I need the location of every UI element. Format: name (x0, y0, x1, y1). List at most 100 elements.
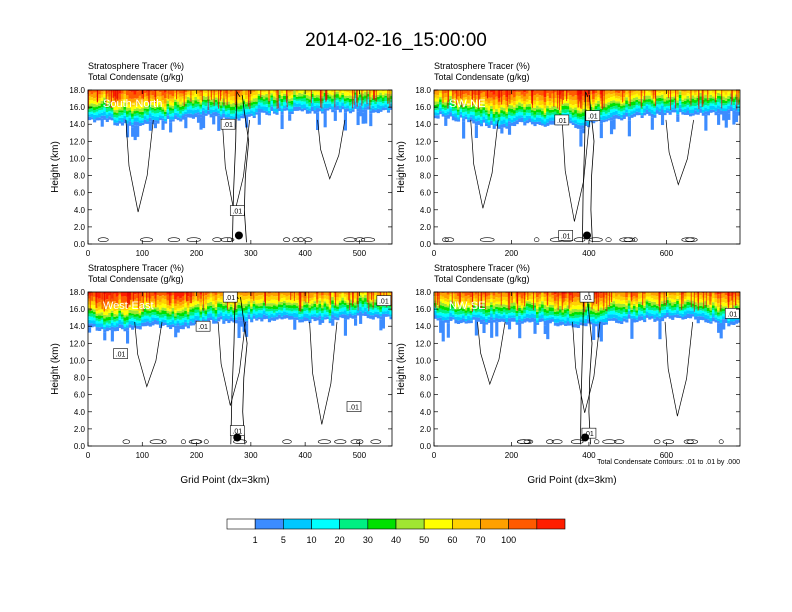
tracer-cell (267, 293, 271, 297)
tracer-cell (164, 304, 168, 309)
tracer-cell (328, 103, 332, 108)
tracer-cell (288, 109, 292, 112)
tracer-cell (607, 102, 611, 106)
tracer-cell (138, 315, 142, 319)
tracer-cell (186, 316, 190, 320)
tracer-cell (126, 111, 130, 115)
tracer-cell (485, 302, 489, 306)
tracer-cell (176, 300, 180, 305)
tracer-cell (310, 310, 315, 315)
tracer-cell (683, 307, 688, 310)
tracer-cell (262, 300, 266, 303)
tracer-cell (219, 91, 223, 97)
tracer-cell (158, 314, 163, 318)
tracer-cell (196, 112, 201, 115)
tracer-cell (683, 106, 688, 109)
tracer-cell (609, 314, 614, 319)
tracer-cell (191, 114, 195, 119)
tracer-cell (732, 110, 736, 115)
tracer-cell (666, 297, 670, 301)
tracer-cell (462, 311, 466, 314)
tracer-cell (128, 319, 132, 322)
tracer-cell (510, 308, 514, 313)
tracer-cell (612, 100, 616, 103)
tracer-cell (643, 315, 647, 320)
tracer-cell (439, 305, 443, 309)
tracer-streak (644, 90, 646, 101)
tracer-cell (308, 102, 312, 107)
tracer-cell (732, 98, 736, 103)
tracer-cell (166, 310, 170, 314)
tracer-cell (722, 96, 726, 100)
tracer-cell (108, 327, 112, 331)
tracer-cell (166, 307, 170, 311)
tracer-cell (354, 98, 358, 102)
tracer-cell (436, 98, 440, 102)
condensate-contour (533, 237, 540, 243)
tracer-cell (655, 296, 659, 300)
tracer-cell (189, 309, 193, 312)
tracer-cell (513, 292, 517, 294)
tracer-cell (469, 114, 473, 118)
tracer-cell (462, 97, 466, 101)
tracer-cell (105, 106, 109, 109)
tracer-cell (247, 306, 251, 309)
y-tick-label: 2.0 (74, 223, 86, 232)
tracer-cell (592, 93, 596, 100)
tracer-cell (436, 308, 440, 311)
tracer-cell (283, 308, 287, 312)
tracer-cell (597, 320, 601, 324)
tracer-cell (202, 309, 206, 314)
tracer-cell (219, 116, 223, 120)
tracer-streak (234, 90, 236, 106)
tracer-cell (576, 110, 580, 114)
tracer-cell (128, 90, 132, 92)
tracer-cell (446, 111, 450, 115)
tracer-cell (648, 296, 652, 301)
tracer-cell (295, 313, 299, 318)
tracer-cell (627, 112, 631, 117)
tracer-cell (128, 104, 132, 109)
y-tick-label: 8.0 (74, 172, 86, 181)
tracer-cell (146, 121, 150, 124)
tracer-cell (341, 297, 345, 301)
tracer-cell (146, 305, 150, 309)
tracer-cell (609, 112, 614, 118)
tracer-cell (219, 307, 223, 311)
tracer-cell (227, 309, 231, 312)
tracer-cell (161, 319, 165, 323)
tracer-cell (321, 103, 325, 108)
tracer-cell (300, 108, 304, 112)
tracer-cell (561, 317, 565, 320)
tracer-cell (722, 113, 726, 121)
tracer-cell (558, 312, 563, 316)
tracer-cell (328, 313, 332, 316)
tracer-cell (141, 108, 145, 112)
tracer-cell (313, 301, 317, 304)
tracer-cell (706, 111, 710, 116)
tracer-cell (118, 324, 122, 329)
tracer-cell (630, 92, 634, 96)
tracer-cell (655, 92, 659, 96)
tracer-cell (454, 93, 458, 99)
tracer-cell (93, 107, 97, 111)
tracer-cell (219, 292, 223, 293)
tracer-cell (576, 321, 580, 325)
contour-label: .01 (113, 348, 128, 359)
tracer-cell (90, 313, 94, 317)
tracer-cell (348, 90, 353, 93)
tracer-cell (153, 113, 157, 117)
tracer-cell (361, 96, 365, 101)
tracer-cell (272, 99, 277, 104)
tracer-cell (103, 326, 107, 330)
tracer-cell (479, 315, 484, 320)
tracer-cell (553, 98, 557, 103)
tracer-cell (459, 319, 463, 324)
tracer-cell (131, 315, 135, 318)
tracer-cell (272, 315, 277, 318)
contour-label-box (346, 401, 362, 412)
tracer-cell (386, 103, 391, 107)
tracer-cell (673, 310, 677, 313)
tracer-cell (234, 317, 239, 320)
tracer-cell (293, 96, 297, 101)
